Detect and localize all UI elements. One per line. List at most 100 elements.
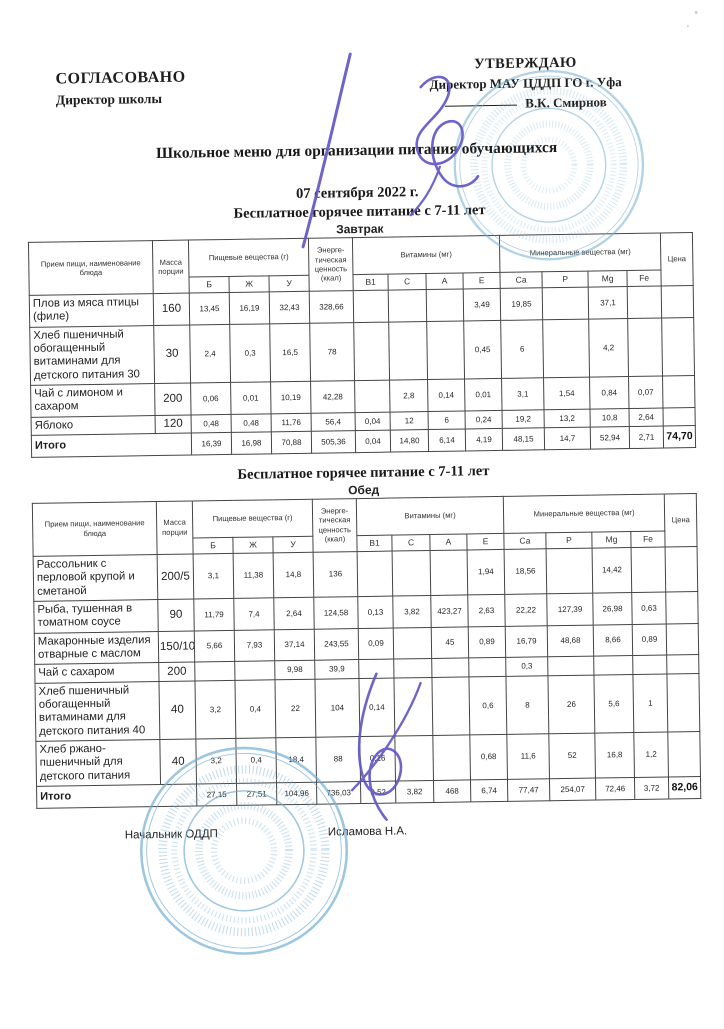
- cell-e: 0,45: [463, 320, 502, 379]
- cell-a: [432, 734, 471, 781]
- cell-a: 468: [433, 779, 471, 803]
- cell-p: 254,07: [549, 777, 596, 801]
- cell-c: [393, 677, 433, 736]
- col-header-ca: Са: [503, 532, 547, 550]
- cell-fe: 2,71: [629, 425, 664, 449]
- cell-mg: 72,46: [595, 777, 635, 800]
- cell-fe: [627, 317, 663, 377]
- cell-u: 18,4: [275, 737, 317, 783]
- cell-ca: 8: [505, 675, 549, 735]
- cell-b1: [353, 290, 389, 323]
- breakfast-table: Прием пищи, наименование блюда Масса пор…: [27, 232, 697, 458]
- col-header-mg: Mg: [591, 531, 632, 549]
- cell-fe: 3,72: [634, 776, 669, 800]
- cell-name: Чай с лимоном и сахаром: [30, 383, 156, 418]
- cell-u: 22: [274, 678, 316, 738]
- cell-mass: 90: [157, 598, 195, 632]
- col-header-dish: Прием пищи, наименование блюда: [32, 501, 158, 557]
- cell-u: 2,64: [273, 597, 315, 630]
- cell-p: [542, 318, 590, 378]
- cell-p: 1,54: [543, 377, 591, 410]
- cell-price: [667, 731, 701, 777]
- cell-kcal: 88: [315, 736, 361, 783]
- col-header-fe: Fe: [630, 530, 666, 548]
- cell-e: 0,6: [468, 675, 507, 735]
- cell-a: [430, 549, 468, 596]
- cell-mg: 52,94: [590, 426, 630, 450]
- cell-b: 16,39: [191, 432, 232, 455]
- cell-name: Рыба, тушенная в томатном соусе: [33, 599, 159, 633]
- col-header-c: С: [388, 273, 427, 291]
- cell-b: 3,2: [194, 679, 236, 739]
- cell-c: [394, 735, 434, 781]
- cell-fe: 0,07: [628, 375, 664, 409]
- cell-b: 3,1: [193, 553, 234, 599]
- cell-mass: 40: [158, 680, 196, 740]
- col-header-price: Цена: [664, 493, 698, 547]
- cell-a: 45: [431, 626, 469, 659]
- cell-mg: 14,42: [592, 547, 632, 594]
- cell-ca: 18,56: [504, 548, 547, 595]
- cell-zh: 0,4: [235, 737, 277, 784]
- cell-e: 3,49: [463, 288, 501, 321]
- cell-ca: 19,2: [502, 409, 545, 429]
- cell-price: [667, 673, 700, 732]
- cell-fe: 0,63: [631, 591, 667, 625]
- table-row: Хлеб пшеничный обогащенный витаминами дл…: [29, 317, 695, 386]
- cell-zh: 7,93: [234, 629, 275, 662]
- cell-u: 37,14: [274, 628, 315, 662]
- cell-p: [547, 656, 594, 676]
- cell-name: Хлеб пшеничный обогащенный витаминами дл…: [34, 681, 160, 742]
- cell-c: [393, 627, 432, 660]
- agreed-block: СОГЛАСОВАНО Директор школы: [55, 69, 186, 109]
- cell-u: 10,19: [270, 381, 312, 414]
- cell-ca: 16,79: [505, 625, 548, 658]
- cell-name: Итого: [36, 783, 197, 809]
- cell-b: 0,06: [190, 382, 232, 415]
- cell-a: [431, 676, 470, 736]
- approved-name-line: В.К. Смирнов: [386, 93, 666, 113]
- cell-b1: 0,04: [355, 430, 391, 453]
- cell-mg: 4,2: [588, 318, 629, 378]
- approved-subtitle: Директор МАУ ЦДДП ГО г. Уфа: [429, 74, 622, 92]
- cell-e: 1,94: [467, 549, 505, 595]
- cell-b: 13,45: [189, 292, 230, 325]
- breakfast-table-body: Плов из мяса птицы (филе) 160 13,45 16,19 32…: [29, 285, 696, 458]
- col-header-c: С: [391, 534, 431, 552]
- cell-mass: 200: [158, 662, 195, 682]
- cell-mg: 37,1: [588, 286, 628, 319]
- cell-mg: 8,66: [593, 624, 633, 657]
- col-header-carbs: У: [268, 275, 310, 292]
- cell-name: Яблоко: [31, 415, 156, 436]
- cell-a: 423,27: [430, 594, 469, 628]
- col-header-vitamins: Витамины (мг): [356, 496, 504, 536]
- cell-fe: [632, 655, 668, 675]
- cell-e: 0,89: [468, 625, 506, 659]
- cell-price: [665, 546, 698, 592]
- cell-p: 26: [547, 674, 595, 734]
- col-header-protein: Б: [192, 537, 234, 554]
- col-header-energy: Энерге-тическая ценность (ккал): [308, 237, 354, 292]
- cell-ca: 6: [500, 319, 544, 379]
- lunch-table-body: Рассольник с перловой крупой и сметаной 2…: [33, 546, 701, 809]
- cell-p: [542, 287, 589, 320]
- cell-b1: [354, 380, 391, 413]
- col-header-carbs: У: [272, 536, 314, 553]
- signature-line: [445, 104, 518, 107]
- col-header-fat: Ж: [228, 275, 270, 293]
- cell-c: 3,82: [392, 595, 432, 628]
- col-header-e: Е: [466, 533, 505, 550]
- cell-zh: 0,4: [234, 679, 276, 739]
- cell-e: 2,63: [467, 594, 506, 627]
- col-header-nutrients: Пищевые вещества (г): [188, 238, 310, 278]
- cell-fe: 0,89: [632, 623, 667, 656]
- cell-kcal: 104: [315, 678, 360, 738]
- cell-c: 3,82: [395, 780, 434, 803]
- cell-price: 74,70: [663, 425, 696, 448]
- cell-ca: 77,47: [507, 778, 550, 802]
- cell-name: Макаронные изделия отварные с маслом: [34, 631, 159, 665]
- scan-speck: [686, 25, 689, 28]
- cell-fe: [631, 546, 666, 593]
- cell-p: 14,7: [544, 427, 591, 450]
